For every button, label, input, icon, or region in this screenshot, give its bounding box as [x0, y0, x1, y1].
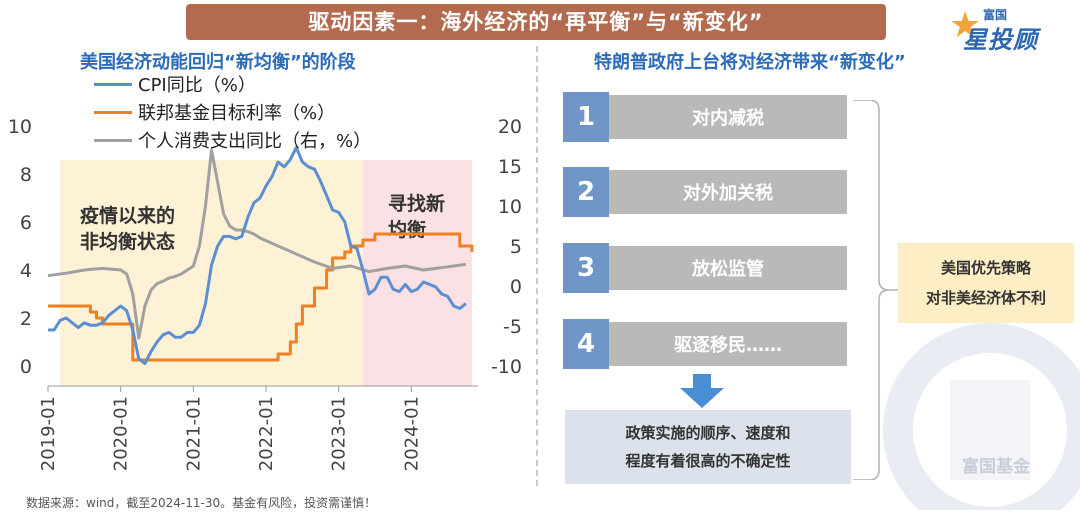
shaded-region-2	[362, 160, 472, 386]
bracket-connector	[853, 100, 903, 480]
policy-label: 放松监管	[609, 246, 847, 290]
legend-fed-rate: 联邦基金目标利率（%）	[94, 100, 335, 124]
policy-item-1: 1 对内减税	[563, 92, 847, 142]
uncertainty-line-2: 程度有着很高的不确定性	[625, 452, 791, 470]
legend-pce: 个人消费支出同比（右，%）	[94, 128, 371, 152]
x-axis-tick-label: 2022-01	[256, 396, 277, 471]
x-axis-tick-label: 2023-01	[329, 396, 350, 471]
policy-item-3: 3 放松监管	[563, 243, 847, 293]
left-axis-tick-label: 2	[20, 308, 32, 330]
america-first-line-1: 美国优先策略	[940, 259, 1031, 277]
fed-rate-series-line	[48, 232, 474, 362]
arrow-down-icon	[680, 374, 724, 408]
x-axis-tick-label: 2024-01	[401, 396, 422, 471]
cpi-series-line	[48, 146, 467, 366]
star-icon: ★	[949, 5, 982, 46]
left-axis-tick-label: 0	[20, 356, 32, 378]
right-axis-tick-label: -10	[491, 356, 522, 378]
region-label-1-line-2: 非均衡状态	[80, 230, 175, 253]
america-first-line-2: 对非美经济体不利	[925, 289, 1046, 307]
right-axis-tick-label: 10	[498, 196, 522, 218]
right-axis-tick-label: 20	[498, 116, 522, 138]
logo-small-text: 富国	[983, 8, 1008, 22]
legend-fed-rate-label: 联邦基金目标利率（%）	[138, 103, 336, 124]
x-axis-tick-label: 2020-01	[111, 396, 132, 471]
region-label-1-line-1: 疫情以来的	[80, 204, 175, 227]
pce-series-line	[47, 148, 467, 340]
legend-fed-rate-swatch	[94, 110, 132, 114]
legend-pce-swatch	[94, 138, 132, 142]
x-axis-tick-label: 2021-01	[183, 396, 204, 471]
logo-big-text: 星投顾	[963, 26, 1038, 54]
fullgoal-star-advisor-logo: ★ 富国 星投顾	[935, 2, 1075, 55]
policy-number: 2	[563, 167, 609, 217]
left-axis-tick-label: 8	[20, 164, 32, 186]
policy-item-4: 4 驱逐移民……	[563, 319, 847, 369]
left-axis-tick-label: 6	[20, 212, 32, 234]
fullgoal-watermark-emblem	[883, 323, 1080, 510]
right-panel-title: 特朗普政府上台将对经济带来“新变化”	[594, 52, 906, 73]
policy-item-2: 2 对外加关税	[563, 167, 847, 217]
legend-pce-label: 个人消费支出同比（右，%）	[138, 131, 372, 152]
source-note: 数据来源：wind，截至2024-11-30。基金有风险，投资需谨慎！	[26, 496, 377, 510]
panel-divider	[536, 46, 538, 486]
policy-label: 驱逐移民……	[609, 322, 847, 366]
left-axis-tick-label: 4	[20, 260, 32, 282]
region-label-2-line-2: 均衡	[388, 218, 426, 241]
policy-label: 对外加关税	[609, 170, 847, 214]
right-axis-tick-label: -5	[503, 316, 522, 338]
left-axis-tick-label: 10	[8, 116, 32, 138]
watermark-text: 富国基金	[962, 457, 1030, 477]
legend-cpi: CPI同比（%）	[94, 72, 256, 96]
region-label-2-line-1: 寻找新	[388, 192, 445, 215]
america-first-box: 美国优先策略 对非美经济体不利	[898, 243, 1074, 323]
right-axis-tick-label: 15	[498, 156, 522, 178]
right-axis-tick-label: 5	[510, 236, 522, 258]
left-panel-title: 美国经济动能回归“新均衡”的阶段	[80, 52, 356, 73]
legend-cpi-swatch	[94, 82, 132, 86]
uncertainty-box: 政策实施的顺序、速度和 程度有着很高的不确定性	[565, 410, 851, 484]
policy-number: 3	[563, 243, 609, 293]
uncertainty-line-1: 政策实施的顺序、速度和	[625, 424, 791, 442]
banner-title: 驱动因素一：海外经济的“再平衡”与“新变化”	[186, 4, 886, 40]
policy-number: 1	[563, 92, 609, 142]
policy-label: 对内减税	[609, 95, 847, 139]
right-axis-tick-label: 0	[510, 276, 522, 298]
policy-number: 4	[563, 319, 609, 369]
x-axis-tick-label: 2019-01	[38, 396, 59, 471]
legend-cpi-label: CPI同比（%）	[138, 75, 256, 96]
